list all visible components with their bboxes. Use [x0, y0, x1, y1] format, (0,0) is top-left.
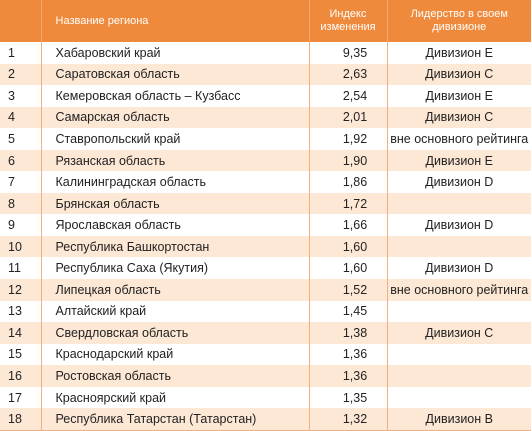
row-number: 1	[8, 45, 15, 60]
division-leadership: вне основного рейтинга	[386, 279, 531, 301]
region-name: Ростовская область	[40, 365, 309, 387]
division-leadership	[386, 365, 531, 387]
row-number: 9	[8, 218, 15, 233]
table-row: 10 Республика Башкортостан 1,60	[0, 235, 531, 258]
division-leadership: вне основного рейтинга	[386, 128, 531, 150]
division-leadership: Дивизион С	[386, 106, 531, 129]
row-number: 5	[8, 131, 15, 146]
table-row: 12 Липецкая область 1,52 вне основного рейт…	[0, 279, 531, 301]
region-name: Свердловская область	[40, 322, 309, 344]
region-name: Красноярский край	[40, 386, 309, 409]
region-name: Брянская область	[40, 192, 309, 215]
division-leadership	[386, 386, 531, 409]
region-name: Ярославская область	[40, 214, 309, 236]
table-row: 2 Саратовская область 2,63 Дивизион С	[0, 63, 531, 86]
region-name: Калининградская область	[40, 171, 309, 193]
division-leadership: Дивизион Е	[386, 149, 531, 172]
region-name: Ставропольский край	[40, 128, 309, 150]
table-row: 11 Республика Саха (Якутия) 1,60 Дивизион D	[0, 257, 531, 280]
region-name: Республика Башкортостан	[40, 235, 309, 258]
change-index: 1,38	[308, 322, 387, 344]
table-row: 6 Рязанская область 1,90 Дивизион Е	[0, 149, 531, 172]
change-index: 2,54	[308, 85, 387, 107]
table-row: 15 Краснодарский край 1,36	[0, 343, 531, 366]
table-row: 14 Свердловская область 1,38 Дивизион С	[0, 322, 531, 344]
division-leadership: Дивизион D	[386, 214, 531, 236]
region-name: Самарская область	[40, 106, 309, 129]
row-number: 6	[8, 153, 15, 168]
table-row: 8 Брянская область 1,72	[0, 192, 531, 215]
region-name: Саратовская область	[40, 63, 309, 86]
change-index: 1,92	[308, 128, 387, 150]
row-number: 7	[8, 175, 15, 190]
division-leadership	[386, 343, 531, 366]
table-row: 3 Кемеровская область – Кузбасс 2,54 Дивизи…	[0, 85, 531, 107]
row-number: 3	[8, 88, 15, 103]
table-row: 4 Самарская область 2,01 Дивизион С	[0, 106, 531, 129]
division-leadership: Дивизион D	[386, 171, 531, 193]
region-name: Кемеровская область – Кузбасс	[40, 85, 309, 107]
header-number	[0, 0, 41, 42]
change-index: 1,72	[308, 192, 387, 215]
division-leadership	[386, 235, 531, 258]
division-leadership: Дивизион В	[386, 408, 531, 430]
change-index: 1,86	[308, 171, 387, 193]
change-index: 9,35	[308, 42, 387, 64]
row-number: 11	[8, 261, 21, 276]
change-index: 2,01	[308, 106, 387, 129]
table-row: 7 Калининградская область 1,86 Дивизион D	[0, 171, 531, 193]
row-number: 15	[8, 347, 22, 362]
change-index: 1,45	[308, 300, 387, 323]
division-leadership: Дивизион Е	[386, 42, 531, 64]
change-index: 1,60	[308, 235, 387, 258]
table-row: 16 Ростовская область 1,36	[0, 365, 531, 387]
division-leadership	[386, 192, 531, 215]
change-index: 2,63	[308, 63, 387, 86]
row-number: 12	[8, 282, 22, 297]
table-row: 9 Ярославская область 1,66 Дивизион D	[0, 214, 531, 236]
division-leadership: Дивизион С	[386, 322, 531, 344]
change-index: 1,36	[308, 343, 387, 366]
header-change-index: Индекс изменения	[308, 0, 387, 42]
header-region-name: Название региона	[40, 0, 309, 42]
region-name: Липецкая область	[40, 279, 309, 301]
change-index: 1,66	[308, 214, 387, 236]
region-name: Краснодарский край	[40, 343, 309, 366]
change-index: 1,36	[308, 365, 387, 387]
table-header: Название региона Индекс изменения Лидерс…	[0, 0, 531, 42]
change-index: 1,35	[308, 386, 387, 409]
table-row: 5 Ставропольский край 1,92 вне основного ре…	[0, 128, 531, 150]
header-row: Название региона Индекс изменения Лидерс…	[0, 0, 531, 42]
region-name: Алтайский край	[40, 300, 309, 323]
change-index: 1,90	[308, 149, 387, 172]
table-row: 18 Республика Татарстан (Татарстан) 1,32 Ди…	[0, 408, 531, 430]
change-index: 1,60	[308, 257, 387, 280]
row-number: 4	[8, 110, 15, 125]
row-number: 2	[8, 67, 15, 82]
table-body: 1 Хабаровский край 9,35 Дивизион Е 2 Саратовс…	[0, 42, 531, 430]
table-row: 13 Алтайский край 1,45	[0, 300, 531, 323]
division-leadership: Дивизион D	[386, 257, 531, 280]
table-row: 1 Хабаровский край 9,35 Дивизион Е	[0, 42, 531, 64]
row-number: 13	[8, 304, 22, 319]
division-leadership	[386, 300, 531, 323]
header-division-leadership: Лидерство в своем дивизионе	[386, 0, 531, 42]
row-number: 8	[8, 196, 15, 211]
table-row: 17 Красноярский край 1,35	[0, 386, 531, 409]
change-index: 1,52	[308, 279, 387, 301]
region-name: Рязанская область	[40, 149, 309, 172]
change-index: 1,32	[308, 408, 387, 430]
row-number: 18	[8, 412, 22, 427]
region-name: Хабаровский край	[40, 42, 309, 64]
region-name: Республика Саха (Якутия)	[40, 257, 309, 280]
division-leadership: Дивизион С	[386, 63, 531, 86]
region-name: Республика Татарстан (Татарстан)	[40, 408, 309, 430]
row-number: 17	[8, 390, 22, 405]
row-number: 10	[8, 239, 22, 254]
row-number: 16	[8, 368, 22, 383]
division-leadership: Дивизион Е	[386, 85, 531, 107]
row-number: 14	[8, 325, 22, 340]
